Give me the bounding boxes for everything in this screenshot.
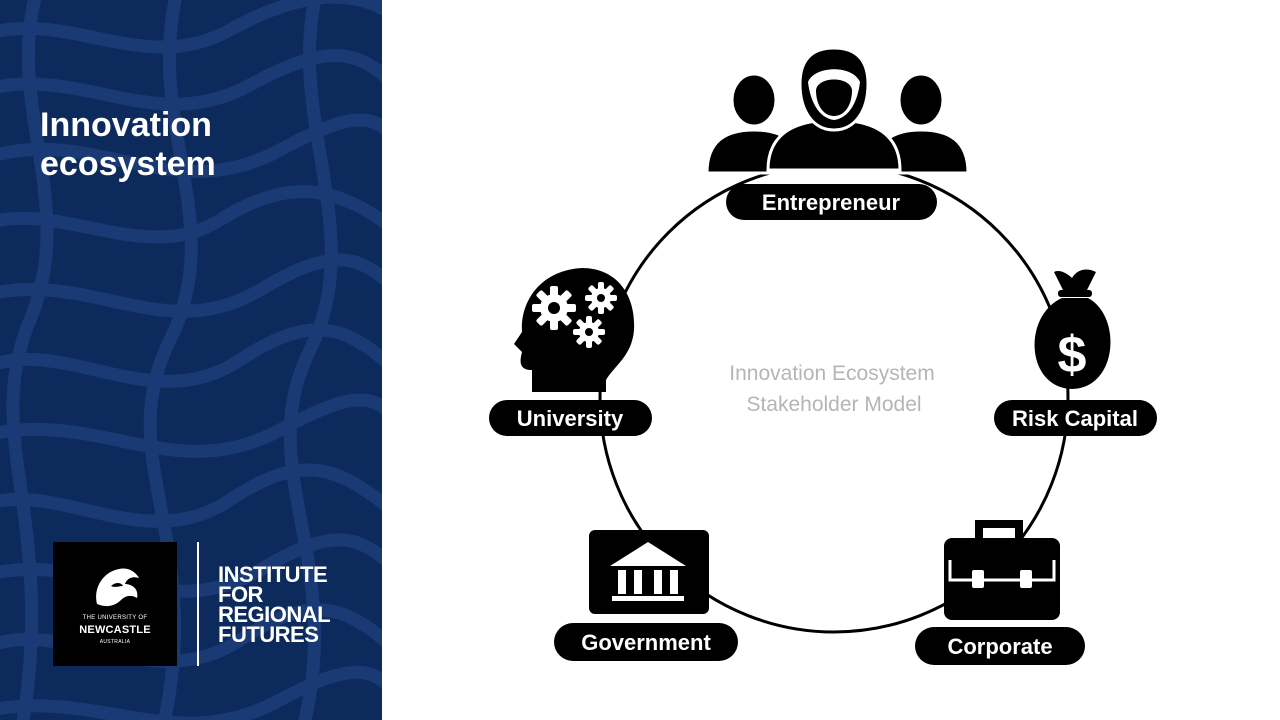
government-building-icon <box>589 530 709 614</box>
title-line-1: Innovation <box>40 106 212 144</box>
institute-line-3: REGIONAL <box>218 602 331 627</box>
logo-divider <box>197 542 199 666</box>
university-logo: THE UNIVERSITY OF NEWCASTLE AUSTRALIA <box>53 542 177 666</box>
head-gears-icon <box>514 268 635 392</box>
left-panel: Innovation ecosystem THE UNIVERSITY OF N… <box>0 0 382 720</box>
risk-capital-pill <box>994 400 1157 436</box>
entrepreneur-label: Entrepreneur <box>762 190 901 215</box>
risk-capital-label: Risk Capital <box>1012 406 1138 431</box>
wave-pattern-background <box>0 0 382 720</box>
money-bag-currency-symbol: $ <box>1058 326 1087 384</box>
institute-line-2: FOR <box>218 582 263 607</box>
center-caption-line-2: Stakeholder Model <box>746 393 921 416</box>
center-caption-line-1: Innovation Ecosystem <box>729 362 934 385</box>
government-label: Government <box>581 630 711 655</box>
government-pill <box>554 623 738 661</box>
entrepreneur-pill <box>726 184 937 220</box>
corporate-pill <box>915 627 1085 665</box>
logo-text-line-1: THE UNIVERSITY OF <box>82 615 148 621</box>
university-pill <box>489 400 652 436</box>
horse-head-logo-icon <box>96 568 139 607</box>
institute-line-4: FUTURES <box>218 622 319 647</box>
slide-title: Innovation ecosystem <box>40 106 216 184</box>
university-label: University <box>517 406 624 431</box>
title-line-2: ecosystem <box>40 145 216 183</box>
institute-name: INSTITUTE FOR REGIONAL FUTURES <box>218 562 368 647</box>
corporate-label: Corporate <box>947 634 1052 659</box>
logo-text-line-2: NEWCASTLE <box>79 624 151 636</box>
money-bag-icon <box>1034 269 1111 389</box>
ecosystem-diagram: Entrepreneur $ Risk Capital Corporate Go… <box>489 46 1157 665</box>
people-face-detail <box>816 79 852 116</box>
briefcase-icon <box>944 520 1060 620</box>
institute-line-1: INSTITUTE <box>218 562 328 587</box>
logo-text-line-3: AUSTRALIA <box>99 639 131 645</box>
